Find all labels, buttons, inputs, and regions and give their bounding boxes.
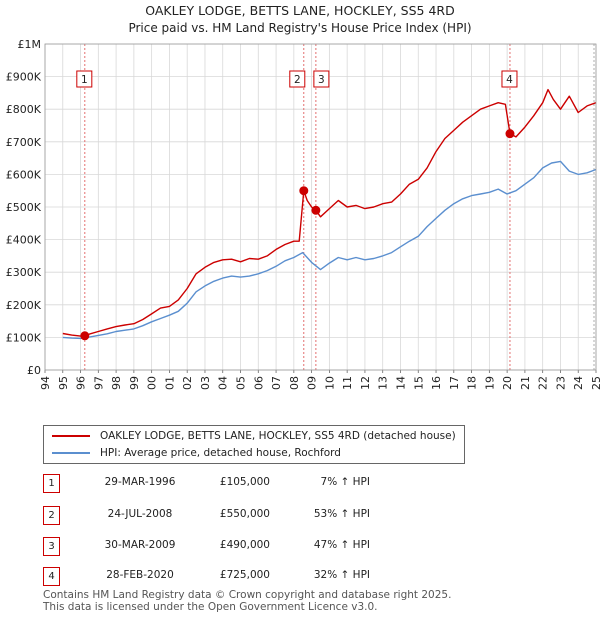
sale-point xyxy=(311,205,321,215)
x-tick-label: 2019 xyxy=(483,376,496,390)
x-tick-label: 2014 xyxy=(394,376,407,390)
y-tick-label: £800K xyxy=(6,103,42,116)
sale-label-box xyxy=(313,70,330,88)
price-chart: OAKLEY LODGE, BETTS LANE, HOCKLEY, SS5 4… xyxy=(6,3,600,390)
x-tick-label: 1998 xyxy=(110,376,123,390)
y-tick-label: £0 xyxy=(27,364,41,377)
sale-point xyxy=(505,129,515,139)
sale-markers: 1 2 3 4 xyxy=(76,70,518,341)
legend-swatch-hpi xyxy=(52,452,90,454)
y-tick-label: £700K xyxy=(6,136,42,149)
x-tick-label: 2025 xyxy=(590,376,600,390)
y-tick-label: £500K xyxy=(6,201,42,214)
sale-label-text: 4 xyxy=(506,74,513,86)
x-tick-label: 2022 xyxy=(537,376,550,390)
legend-label-property: OAKLEY LODGE, BETTS LANE, HOCKLEY, SS5 4… xyxy=(100,430,456,442)
sale-row: 2 24-JUL-2008 £550,000 53% ↑ HPI xyxy=(40,506,460,530)
hpi-line xyxy=(62,160,597,340)
sale-date: 24-JUL-2008 xyxy=(107,508,173,520)
x-tick-label: 2007 xyxy=(270,376,283,390)
x-tick-label: 1999 xyxy=(128,376,141,390)
x-axis-ticks: 1994 1995 1996 1997 1998 1999 2000 2001 2002 2003… xyxy=(39,370,600,390)
sale-number-badge: 1 xyxy=(43,474,60,493)
sale-price: £105,000 xyxy=(219,476,270,488)
y-tick-label: £300K xyxy=(6,266,42,279)
sale-number-badge: 3 xyxy=(43,537,60,556)
x-tick-label: 2018 xyxy=(466,376,479,390)
sale-row: 3 30-MAR-2009 £490,000 47% ↑ HPI xyxy=(40,537,460,561)
y-tick-label: £100K xyxy=(6,331,42,344)
y-tick-label: £900K xyxy=(6,71,42,84)
y-tick-label: £1M xyxy=(18,38,42,51)
x-tick-label: 2005 xyxy=(235,376,248,390)
y-tick-label: £400K xyxy=(6,234,42,247)
y-axis-ticks: £0 £100K £200K £300K £400K £500K £600K £700K £80… xyxy=(6,38,42,377)
x-tick-label: 2024 xyxy=(572,376,585,390)
y-tick-label: £600K xyxy=(6,168,42,181)
sale-price: £490,000 xyxy=(219,539,270,551)
x-tick-label: 2008 xyxy=(288,376,301,390)
x-tick-label: 2012 xyxy=(359,376,372,390)
sale-label-text: 1 xyxy=(81,74,88,86)
chart-title: OAKLEY LODGE, BETTS LANE, HOCKLEY, SS5 4… xyxy=(145,3,454,18)
x-tick-label: 2016 xyxy=(430,376,443,390)
x-tick-label: 2006 xyxy=(252,376,265,390)
x-tick-label: 2021 xyxy=(519,376,532,390)
sale-label-box xyxy=(76,70,93,88)
sale-date: 29-MAR-1996 xyxy=(104,476,176,488)
x-tick-label: 2004 xyxy=(217,376,230,390)
sale-number-badge: 2 xyxy=(43,506,60,525)
x-tick-label: 1995 xyxy=(57,376,70,390)
x-tick-label: 2013 xyxy=(377,376,390,390)
sale-number-badge: 4 xyxy=(43,567,60,586)
sale-hpi-change: 53% ↑ HPI xyxy=(313,508,370,520)
x-tick-label: 2003 xyxy=(199,376,212,390)
sale-hpi-change: 7% ↑ HPI xyxy=(320,476,370,488)
x-tick-label: 2002 xyxy=(181,376,194,390)
sale-label-text: 3 xyxy=(318,74,325,86)
sale-date: 30-MAR-2009 xyxy=(104,539,176,551)
x-tick-label: 2000 xyxy=(146,376,159,390)
x-tick-label: 2010 xyxy=(323,376,336,390)
sale-label-box xyxy=(501,70,518,88)
sale-price: £725,000 xyxy=(219,569,270,581)
legend: OAKLEY LODGE, BETTS LANE, HOCKLEY, SS5 4… xyxy=(43,425,465,464)
x-tick-label: 2017 xyxy=(448,376,461,390)
sale-row: 4 28-FEB-2020 £725,000 32% ↑ HPI xyxy=(40,567,460,591)
sale-label-text: 2 xyxy=(294,74,301,86)
footer-licence: This data is licensed under the Open Gov… xyxy=(43,601,378,613)
sale-point xyxy=(299,186,309,196)
sale-date: 28-FEB-2020 xyxy=(106,569,174,581)
sale-point xyxy=(80,331,90,341)
chart-subtitle: Price paid vs. HM Land Registry's House … xyxy=(128,21,471,35)
legend-label-hpi: HPI: Average price, detached house, Roch… xyxy=(100,447,341,459)
x-tick-label: 2011 xyxy=(341,376,354,390)
footer: Contains HM Land Registry data © Crown c… xyxy=(43,589,451,613)
x-tick-label: 1994 xyxy=(39,376,52,390)
legend-item-property: OAKLEY LODGE, BETTS LANE, HOCKLEY, SS5 4… xyxy=(44,427,462,445)
plot-frame xyxy=(44,43,597,371)
legend-swatch-property xyxy=(52,435,90,437)
sale-row: 1 29-MAR-1996 £105,000 7% ↑ HPI xyxy=(40,474,460,498)
x-tick-label: 2020 xyxy=(501,376,514,390)
x-tick-label: 1997 xyxy=(92,376,105,390)
footer-copyright: Contains HM Land Registry data © Crown c… xyxy=(43,589,452,601)
x-tick-label: 1996 xyxy=(75,376,88,390)
x-tick-label: 2001 xyxy=(163,376,176,390)
x-tick-label: 2009 xyxy=(306,376,319,390)
sale-label-box xyxy=(289,70,306,88)
y-tick-label: £200K xyxy=(6,299,42,312)
sale-price: £550,000 xyxy=(219,508,270,520)
x-tick-label: 2023 xyxy=(554,376,567,390)
sale-hpi-change: 32% ↑ HPI xyxy=(313,569,370,581)
x-tick-label: 2015 xyxy=(412,376,425,390)
sale-hpi-change: 47% ↑ HPI xyxy=(313,539,370,551)
legend-item-hpi: HPI: Average price, detached house, Roch… xyxy=(44,444,462,462)
